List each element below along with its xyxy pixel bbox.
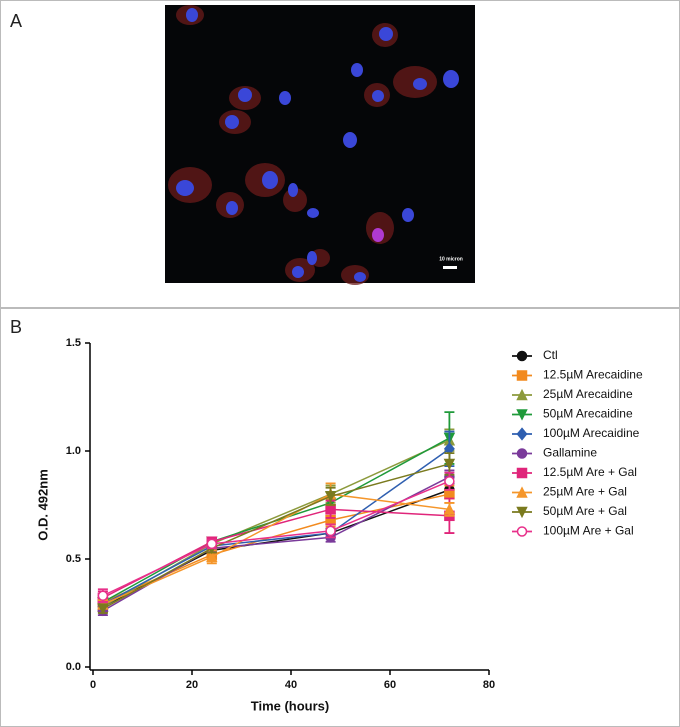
marker	[444, 488, 455, 500]
legend-label: 25µM Are + Gal	[543, 485, 627, 499]
marker	[444, 475, 455, 487]
y-axis-title: O.D. 492nm	[35, 469, 50, 541]
legend-label: 50µM Arecaidine	[543, 407, 633, 421]
marker	[206, 538, 218, 550]
legend-label: Ctl	[543, 348, 558, 362]
marker	[97, 590, 109, 601]
legend-label: Gallamine	[543, 446, 597, 460]
legend-label: 100µM Arecaidine	[543, 426, 640, 440]
series-line	[102, 476, 450, 612]
panel-label: B	[10, 317, 22, 337]
series: 100µM Are + Gal	[97, 471, 634, 604]
x-axis-title: Time (hours)	[251, 698, 330, 713]
marker	[206, 550, 218, 563]
legend-marker	[516, 486, 528, 498]
nuclei	[176, 8, 459, 282]
marker	[325, 504, 336, 515]
y-tick-label: 0.0	[66, 661, 81, 673]
legend-marker	[516, 526, 528, 537]
series: 50µM Are + Gal	[97, 452, 627, 615]
x-tick-label: 40	[285, 679, 297, 691]
panel-label: A	[10, 11, 22, 31]
legend-label: 100µM Are + Gal	[543, 524, 634, 538]
legend-label: 50µM Are + Gal	[543, 504, 627, 518]
scale-bar-label: 10 micron	[439, 256, 463, 262]
legend-marker	[516, 370, 528, 381]
micrograph: 10 micron	[165, 5, 475, 285]
marker	[443, 458, 456, 471]
micrograph-background	[165, 5, 475, 283]
series-line	[102, 463, 450, 610]
legend-marker	[516, 409, 528, 421]
x-tick-label: 60	[384, 679, 396, 691]
marker	[325, 525, 336, 537]
x-tick-label: 80	[483, 679, 495, 691]
legend-marker	[516, 448, 528, 459]
marker	[97, 603, 109, 615]
legend-marker	[516, 350, 528, 362]
x-tick-label: 20	[186, 679, 198, 691]
y-tick-label: 0.5	[66, 553, 81, 565]
y-tick-label: 1.5	[66, 337, 81, 349]
legend-marker	[516, 427, 528, 441]
legend-label: 25µM Arecaidine	[543, 387, 633, 401]
series-line	[102, 480, 450, 597]
marker	[443, 503, 456, 515]
legend-marker	[516, 506, 528, 519]
marker	[324, 491, 337, 503]
x-tick-label: 0	[90, 679, 96, 691]
series-line	[102, 493, 450, 606]
scale-bar	[443, 266, 457, 269]
legend-marker	[516, 388, 528, 401]
y-tick-label: 1.0	[66, 445, 81, 457]
legend-marker	[516, 467, 528, 479]
legend-label: 12.5µM Arecaidine	[543, 368, 643, 382]
legend-label: 12.5µM Are + Gal	[543, 465, 637, 479]
series-line	[102, 448, 450, 606]
